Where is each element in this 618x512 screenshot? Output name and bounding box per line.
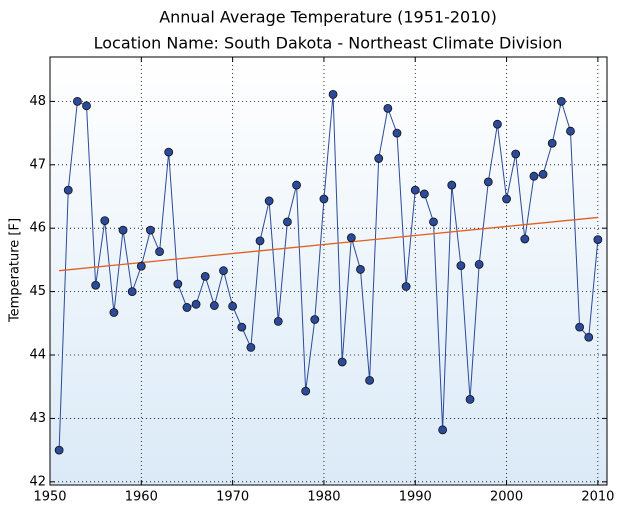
data-point [456, 261, 466, 271]
data-point [246, 343, 256, 352]
chart-subtitle: Location Name: South Dakota - Northeast … [94, 34, 563, 53]
data-point [429, 217, 438, 227]
data-point [127, 287, 137, 297]
data-point [575, 322, 585, 332]
y-tick-label: 47 [29, 157, 46, 172]
y-tick-label: 44 [29, 348, 46, 363]
data-point [356, 265, 365, 274]
data-point [155, 247, 164, 257]
data-point [146, 225, 155, 235]
data-point [228, 301, 238, 311]
data-point [483, 177, 493, 187]
data-point [556, 96, 566, 106]
data-point [191, 299, 201, 309]
data-point [283, 217, 292, 227]
data-point [593, 235, 603, 245]
data-point [520, 234, 530, 244]
data-point [465, 394, 475, 404]
y-tick-label: 45 [29, 284, 46, 299]
data-point [383, 103, 393, 113]
data-point [237, 322, 247, 332]
data-point [118, 225, 128, 235]
data-line [58, 94, 599, 451]
data-point [182, 303, 192, 312]
y-tick-label: 48 [29, 94, 46, 109]
data-point [328, 90, 338, 99]
data-point [511, 149, 521, 159]
y-tick-label: 46 [29, 221, 46, 236]
data-point [374, 154, 384, 163]
data-point [346, 233, 356, 243]
y-axis-label: Temperature [F] [8, 218, 23, 323]
plot-area [50, 57, 607, 485]
chart-title: Annual Average Temperature (1951-2010) [159, 8, 497, 27]
data-point [319, 194, 329, 204]
x-tick-label: 1980 [307, 490, 340, 505]
data-point [264, 196, 274, 206]
data-point [419, 189, 429, 199]
x-tick-label: 1950 [33, 490, 66, 505]
data-point [584, 332, 594, 342]
data-point [292, 180, 301, 190]
x-tick-label: 2000 [490, 490, 523, 505]
data-point [91, 280, 101, 290]
data-point [136, 261, 146, 271]
data-point [566, 126, 575, 136]
data-point [502, 194, 511, 204]
data-point [401, 282, 411, 291]
data-point [200, 271, 210, 281]
data-point [255, 236, 265, 246]
data-point [82, 101, 91, 111]
data-point [493, 119, 502, 129]
data-point [164, 147, 174, 157]
data-point [100, 216, 110, 225]
data-point [109, 308, 119, 317]
trend-line [59, 216, 598, 272]
data-point [529, 171, 539, 181]
data-point [63, 185, 73, 195]
x-tick-label: 1990 [399, 490, 432, 505]
data-point [392, 128, 402, 138]
data-point [547, 138, 557, 148]
y-tick-label: 43 [29, 411, 46, 426]
data-point [538, 169, 548, 179]
data-point [54, 445, 64, 455]
y-tick-label: 42 [29, 474, 46, 489]
data-point [310, 315, 320, 324]
data-point [72, 96, 82, 106]
x-tick-label: 1970 [216, 490, 249, 505]
data-point [273, 317, 283, 326]
data-point [410, 185, 420, 195]
data-point [447, 180, 457, 190]
data-point [438, 425, 448, 435]
x-tick-label: 2010 [581, 490, 614, 505]
data-point [219, 266, 228, 276]
plot-frame [49, 56, 608, 486]
data-point [173, 279, 183, 289]
data-point [209, 301, 219, 310]
data-point [337, 357, 347, 367]
data-point [365, 375, 374, 385]
data-point [474, 259, 484, 269]
data-point [301, 386, 311, 396]
x-tick-label: 1960 [125, 490, 158, 505]
